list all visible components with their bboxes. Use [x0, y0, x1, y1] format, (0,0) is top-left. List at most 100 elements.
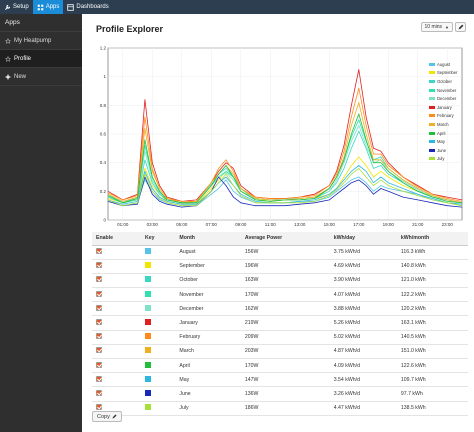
topnav-dashboards[interactable]: Dashboards [63, 0, 112, 14]
enable-checkbox[interactable] [96, 404, 102, 411]
month-cell: February [175, 330, 241, 345]
enable-checkbox[interactable] [96, 375, 102, 382]
column-header: Average Power [240, 232, 330, 246]
legend-label: December [437, 96, 457, 102]
kwh-day-cell: 3.75 kWh/d [329, 245, 397, 260]
power-cell: 170W [240, 358, 330, 374]
enable-cell [92, 344, 142, 360]
sidebar-item-my-heatpump[interactable]: My Heatpump [0, 32, 82, 50]
kwh-month-cell: 120.2 kWh [396, 301, 468, 317]
legend-label: March [437, 121, 449, 127]
kwh-month-cell: 122.6 kWh [396, 358, 468, 374]
key-swatch [145, 361, 152, 368]
enable-checkbox[interactable] [96, 304, 102, 311]
kwh-day-cell: 4.07 kWh/d [329, 287, 397, 303]
key-swatch [145, 262, 152, 269]
kwh-month-cell: 163.1 kWh [396, 315, 468, 331]
legend-item: August [429, 60, 467, 69]
edit-button[interactable] [455, 22, 466, 32]
x-tick-label: 13:00 [294, 222, 306, 227]
month-cell: August [175, 245, 241, 260]
key-cell [141, 344, 176, 360]
legend-label: May [437, 139, 445, 145]
sidebar-item-label: Profile [14, 55, 32, 62]
sidebar-item-label: My Heatpump [14, 37, 52, 44]
power-cell: 170W [240, 287, 330, 303]
legend-item: January [429, 103, 467, 112]
enable-checkbox[interactable] [96, 389, 102, 396]
x-tick-label: 15:00 [324, 222, 336, 227]
enable-checkbox[interactable] [96, 347, 102, 354]
x-tick-label: 23:00 [442, 222, 454, 227]
month-cell: April [175, 358, 241, 374]
month-cell: March [175, 344, 241, 360]
y-tick-label: 1.2 [100, 46, 107, 51]
key-cell [141, 301, 176, 317]
table-row: September 196W 4.69 kWh/d 140.8 kWh [92, 259, 468, 274]
pencil-icon [458, 24, 463, 30]
y-tick-label: 0 [103, 218, 106, 223]
table-row: June 136W 3.26 kWh/d 97.7 kWh [92, 386, 468, 402]
legend-item: September [429, 69, 467, 78]
key-swatch [145, 375, 152, 382]
x-tick-label: 11:00 [265, 222, 276, 227]
copy-button[interactable]: Copy [92, 411, 122, 422]
power-cell: 163W [240, 273, 330, 289]
legend-label: July [437, 156, 445, 162]
main-content: Profile Explorer 10 mins ▼ 0 0.2 0.4 0.6 0.8… [82, 14, 474, 432]
topnav-setup[interactable]: Setup [0, 0, 33, 14]
enable-checkbox[interactable] [96, 290, 102, 297]
series-line-june [107, 176, 463, 208]
enable-checkbox[interactable] [96, 319, 102, 326]
kwh-month-cell: 151.0 kWh [396, 344, 468, 360]
legend-swatch [429, 97, 435, 101]
key-swatch [145, 319, 152, 326]
series-line-april [107, 113, 463, 204]
topnav-apps[interactable]: Apps [32, 0, 64, 14]
kwh-month-cell: 122.2 kWh [396, 287, 468, 303]
legend-label: August [437, 61, 451, 67]
legend-swatch [429, 122, 435, 126]
legend-swatch [429, 88, 435, 92]
legend-item: July [429, 155, 467, 164]
kwh-day-cell: 4.87 kWh/d [329, 344, 397, 360]
enable-checkbox[interactable] [96, 262, 102, 269]
kwh-month-cell: 140.8 kWh [396, 259, 468, 274]
enable-checkbox[interactable] [96, 361, 102, 368]
kwh-month-cell: 140.5 kWh [396, 330, 468, 345]
kwh-day-cell: 4.09 kWh/d [329, 358, 397, 374]
kwh-month-cell: 109.7 kWh [396, 372, 468, 388]
enable-cell [92, 273, 142, 289]
plus-icon [5, 74, 11, 80]
enable-cell [92, 245, 142, 260]
legend-label: November [437, 87, 457, 93]
sidebar-items: My Heatpump Profile New [0, 32, 82, 86]
legend-item: June [429, 146, 467, 155]
x-tick-label: 21:00 [412, 222, 424, 227]
y-tick-label: 0.8 [100, 103, 107, 108]
interval-select[interactable]: 10 mins ▼ [420, 22, 453, 32]
top-nav: Setup Apps Dashboards [0, 0, 474, 14]
sidebar-item-new[interactable]: New [0, 68, 82, 86]
power-cell: 156W [240, 245, 330, 260]
legend-swatch [429, 148, 435, 152]
power-cell: 186W [240, 401, 330, 416]
legend-swatch [429, 71, 435, 75]
sidebar-item-profile[interactable]: Profile [0, 50, 82, 68]
key-swatch [145, 290, 152, 297]
x-tick-label: 05:00 [176, 222, 188, 227]
enable-checkbox[interactable] [96, 248, 102, 255]
interval-select-value: 10 mins [424, 24, 443, 30]
chart-controls: 10 mins ▼ [420, 22, 466, 32]
kwh-day-cell: 3.54 kWh/d [329, 372, 397, 388]
table-row: July 186W 4.47 kWh/d 138.5 kWh [92, 401, 468, 416]
enable-checkbox[interactable] [96, 276, 102, 283]
legend-swatch [429, 62, 435, 66]
pencil-icon [112, 414, 117, 419]
enable-checkbox[interactable] [96, 333, 102, 340]
kwh-day-cell: 3.90 kWh/d [329, 273, 397, 289]
key-cell [141, 386, 176, 402]
enable-cell [92, 330, 142, 345]
month-cell: January [175, 315, 241, 331]
key-swatch [145, 404, 152, 411]
